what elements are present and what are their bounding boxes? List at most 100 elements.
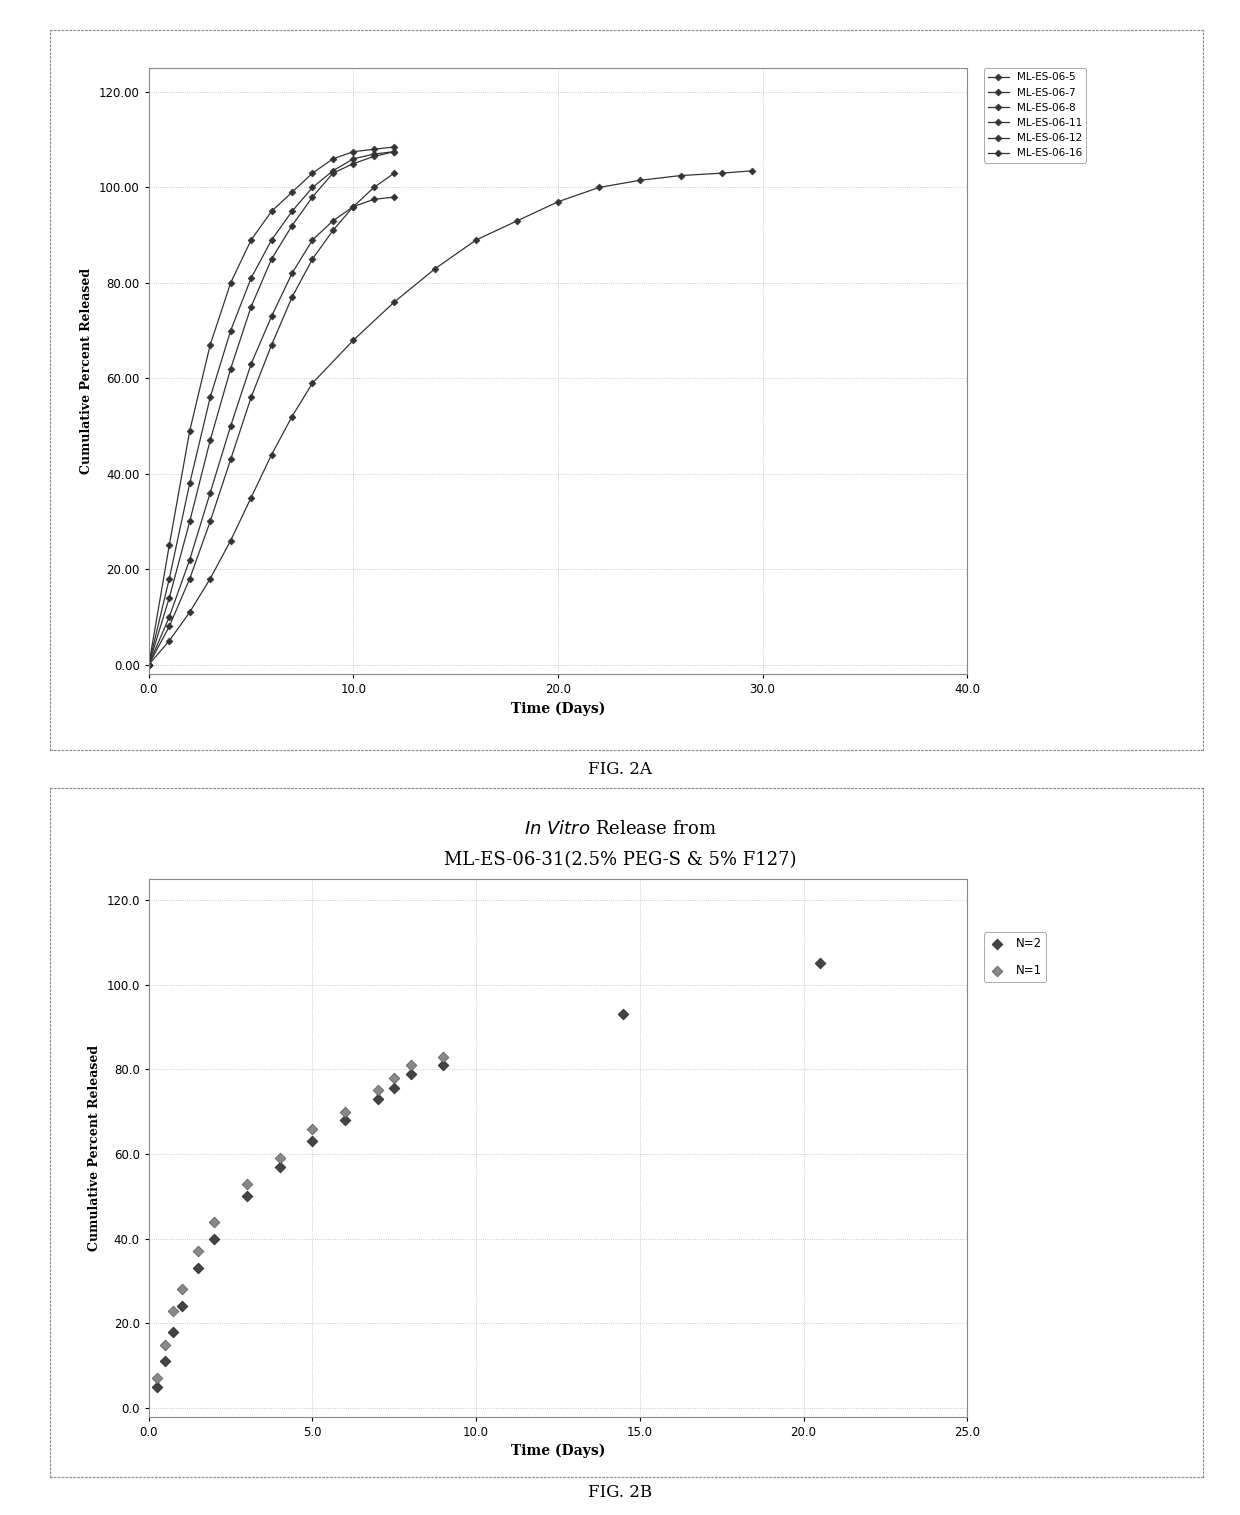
ML-ES-06-11	[469, 230, 484, 248]
ML-ES-06-16	[325, 150, 340, 168]
N=2	[368, 1086, 388, 1110]
ML-ES-06-8	[223, 450, 238, 468]
ML-ES-06-16	[305, 164, 320, 182]
ML-ES-06-12	[161, 570, 176, 588]
ML-ES-06-16	[161, 536, 176, 554]
ML-ES-06-5	[141, 656, 156, 674]
Legend: ML-ES-06-5, ML-ES-06-7, ML-ES-06-8, ML-ES-06-11, ML-ES-06-12, ML-ES-06-16: ML-ES-06-5, ML-ES-06-7, ML-ES-06-8, ML-E…	[983, 68, 1086, 162]
ML-ES-06-5	[387, 142, 402, 161]
N=2	[155, 1350, 175, 1374]
ML-ES-06-8	[243, 388, 259, 406]
Line: ML-ES-06-12: ML-ES-06-12	[146, 150, 397, 667]
ML-ES-06-8	[182, 570, 197, 588]
X-axis label: Time (Days): Time (Days)	[511, 701, 605, 717]
ML-ES-06-5	[305, 188, 320, 206]
ML-ES-06-12	[141, 656, 156, 674]
N=2	[188, 1256, 208, 1280]
N=2	[401, 1062, 420, 1086]
ML-ES-06-11	[745, 162, 760, 180]
ML-ES-06-11	[387, 292, 402, 311]
ML-ES-06-7	[223, 417, 238, 435]
ML-ES-06-8	[141, 656, 156, 674]
ML-ES-06-11	[346, 332, 361, 350]
ML-ES-06-11	[428, 259, 443, 277]
Text: $\it{In\ Vitro}$ Release from: $\it{In\ Vitro}$ Release from	[523, 820, 717, 838]
ML-ES-06-16	[243, 230, 259, 248]
ML-ES-06-12	[203, 388, 218, 406]
ML-ES-06-11	[591, 179, 606, 197]
N=1	[270, 1145, 290, 1170]
ML-ES-06-12	[346, 150, 361, 168]
N=1	[205, 1209, 224, 1233]
ML-ES-06-8	[284, 288, 300, 306]
Line: ML-ES-06-16: ML-ES-06-16	[146, 144, 397, 667]
N=2	[171, 1294, 191, 1318]
X-axis label: Time (Days): Time (Days)	[511, 1444, 605, 1459]
N=1	[401, 1053, 420, 1077]
N=1	[237, 1171, 257, 1195]
ML-ES-06-11	[632, 171, 647, 189]
ML-ES-06-5	[346, 155, 361, 173]
ML-ES-06-11	[673, 167, 688, 185]
ML-ES-06-8	[203, 512, 218, 530]
N=1	[368, 1079, 388, 1103]
N=2	[303, 1129, 322, 1153]
ML-ES-06-5	[264, 250, 279, 268]
ML-ES-06-11	[714, 164, 729, 182]
N=2	[384, 1076, 404, 1100]
ML-ES-06-16	[182, 421, 197, 439]
Y-axis label: Cumulative Percent Released: Cumulative Percent Released	[81, 268, 93, 474]
ML-ES-06-11	[203, 570, 218, 588]
ML-ES-06-12	[367, 145, 382, 164]
ML-ES-06-7	[141, 656, 156, 674]
ML-ES-06-5	[223, 359, 238, 377]
ML-ES-06-7	[387, 188, 402, 206]
ML-ES-06-11	[141, 656, 156, 674]
ML-ES-06-11	[510, 212, 525, 230]
ML-ES-06-7	[182, 550, 197, 568]
ML-ES-06-8	[325, 221, 340, 239]
N=2	[205, 1227, 224, 1251]
ML-ES-06-12	[387, 142, 402, 161]
ML-ES-06-12	[325, 162, 340, 180]
Line: ML-ES-06-7: ML-ES-06-7	[146, 194, 397, 667]
ML-ES-06-7	[325, 212, 340, 230]
ML-ES-06-12	[305, 179, 320, 197]
ML-ES-06-16	[223, 274, 238, 292]
ML-ES-06-5	[203, 432, 218, 450]
ML-ES-06-16	[367, 141, 382, 159]
ML-ES-06-5	[161, 589, 176, 608]
N=2	[164, 1320, 184, 1344]
Line: ML-ES-06-8: ML-ES-06-8	[146, 171, 397, 667]
ML-ES-06-7	[203, 483, 218, 501]
Text: FIG. 2B: FIG. 2B	[588, 1483, 652, 1501]
ML-ES-06-5	[284, 217, 300, 235]
ML-ES-06-8	[161, 618, 176, 636]
N=1	[148, 1367, 167, 1391]
ML-ES-06-8	[305, 250, 320, 268]
ML-ES-06-12	[284, 201, 300, 220]
ML-ES-06-11	[161, 632, 176, 650]
N=1	[155, 1332, 175, 1356]
N=1	[164, 1298, 184, 1323]
ML-ES-06-11	[264, 445, 279, 464]
ML-ES-06-8	[387, 164, 402, 182]
ML-ES-06-5	[182, 512, 197, 530]
Text: FIG. 2A: FIG. 2A	[588, 761, 652, 779]
N=2	[148, 1374, 167, 1398]
ML-ES-06-8	[346, 197, 361, 215]
ML-ES-06-16	[203, 336, 218, 355]
ML-ES-06-11	[284, 408, 300, 426]
N=2	[335, 1107, 355, 1132]
ML-ES-06-7	[243, 355, 259, 373]
ML-ES-06-16	[387, 138, 402, 156]
ML-ES-06-12	[243, 270, 259, 288]
ML-ES-06-7	[305, 230, 320, 248]
ML-ES-06-11	[243, 488, 259, 506]
N=2	[614, 1001, 634, 1026]
ML-ES-06-5	[325, 164, 340, 182]
ML-ES-06-16	[141, 656, 156, 674]
ML-ES-06-5	[243, 297, 259, 315]
ML-ES-06-11	[182, 603, 197, 621]
N=1	[303, 1117, 322, 1141]
